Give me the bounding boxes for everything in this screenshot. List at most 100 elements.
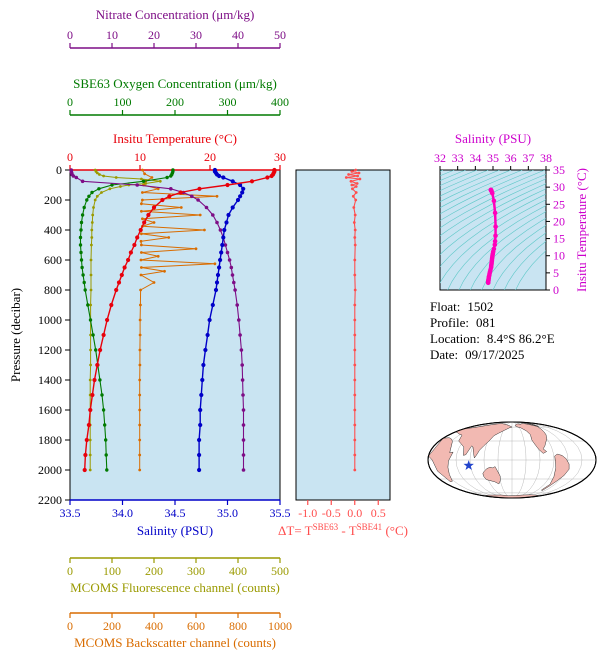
delta-t-title-sup1: SBE63	[313, 522, 339, 532]
oxygen-axis-title: SBE63 Oxygen Concentration (μm/kg)	[73, 76, 277, 91]
density-contour	[447, 205, 546, 290]
delta-t-title-sup2: SBE41	[357, 522, 383, 532]
float-location-star	[463, 460, 474, 470]
world-map	[427, 421, 597, 499]
pressure-tick-label: 1600	[38, 403, 62, 417]
ts-temperature-title: Insitu Temperature (°C)	[574, 168, 589, 292]
delta-t-plot-area	[295, 169, 391, 501]
fluorescence-tick-label: 300	[187, 564, 205, 578]
date-value: 09/17/2025	[465, 347, 524, 362]
pressure-tick-label: 1400	[38, 373, 62, 387]
backscatter-tick-label: 400	[145, 619, 163, 633]
delta-t-tick-label: 0.5	[371, 506, 386, 520]
date-label: Date:	[430, 347, 458, 362]
backscatter-tick-label: 1000	[268, 619, 292, 633]
density-contour	[440, 183, 546, 245]
pressure-tick-label: 0	[56, 163, 62, 177]
profile-value: 081	[476, 315, 496, 330]
ts-temperature-tick-label: 25	[553, 197, 565, 211]
ts-salinity-title: Salinity (PSU)	[455, 131, 531, 146]
backscatter-tick-label: 800	[229, 619, 247, 633]
temperature-axis-title: Insitu Temperature (°C)	[113, 131, 237, 146]
density-contour	[440, 170, 523, 209]
meridian-line	[511, 422, 569, 498]
density-contour	[440, 170, 500, 197]
density-contour	[440, 170, 545, 221]
fluorescence-tick-label: 0	[67, 564, 73, 578]
float-info-line-date: Date: 09/17/2025	[430, 347, 524, 362]
salinity-profile-markers	[197, 167, 246, 473]
meridian-line	[511, 422, 583, 498]
delta-t-tick-label: -0.5	[322, 506, 341, 520]
nitrate-tick-label: 10	[106, 28, 118, 42]
fluorescence-tick-label: 200	[145, 564, 163, 578]
backscatter-tick-label: 600	[187, 619, 205, 633]
density-contour	[440, 188, 546, 255]
float-info-line-location: Location: 8.4°S 86.2°E	[430, 331, 555, 346]
continent	[428, 437, 454, 483]
ts-temperature-tick-label: 15	[553, 232, 565, 246]
density-contour	[504, 240, 546, 290]
salinity-tick-label: 34.0	[112, 506, 133, 520]
ts-profile-markers	[485, 187, 498, 286]
ts-salinity-tick-label: 33	[452, 151, 464, 165]
temperature-tick-label: 30	[274, 150, 286, 164]
ts-temperature-tick-label: 20	[553, 214, 565, 228]
float-value: 1502	[467, 299, 493, 314]
pressure-tick-label: 800	[44, 283, 62, 297]
delta-t-plot: -1.0 -0.5 0.0 0.5	[295, 168, 391, 520]
float-label: Float:	[430, 299, 460, 314]
continent	[455, 423, 513, 459]
salinity-tick-label: 35.5	[270, 506, 291, 520]
continent	[514, 423, 548, 454]
density-contour	[440, 170, 489, 192]
fluorescence-tick-label: 500	[271, 564, 289, 578]
ts-salinity-tick-label: 35	[487, 151, 499, 165]
location-label: Location:	[430, 331, 480, 346]
ts-salinity-tick-label: 36	[505, 151, 517, 165]
density-contour	[515, 250, 546, 290]
density-contour	[440, 193, 546, 268]
salinity-tick-label: 33.5	[60, 506, 81, 520]
ts-temperature-tick-label: 35	[553, 163, 565, 177]
ts-salinity-tick-label: 32	[434, 151, 446, 165]
salinity-axis-title: Salinity (PSU)	[137, 523, 213, 538]
backscatter-profile-markers	[138, 168, 219, 472]
oxygen-tick-label: 400	[271, 95, 289, 109]
pressure-tick-label: 2000	[38, 463, 62, 477]
pressure-tick-label: 1000	[38, 313, 62, 327]
salinity-tick-label: 35.0	[217, 506, 238, 520]
pressure-tick-label: 400	[44, 223, 62, 237]
nitrate-axis-title: Nitrate Concentration (μm/kg)	[96, 7, 255, 22]
delta-t-title-part1: ΔT= T	[278, 523, 313, 538]
ts-diagram-plot: 32 33 34 35 36 37 38 0 5 10 15 20 25 30 35	[434, 151, 565, 297]
ts-salinity-tick-label: 38	[540, 151, 552, 165]
ts-temperature-tick-label: 30	[553, 180, 565, 194]
backscatter-tick-label: 0	[67, 619, 73, 633]
density-contour	[492, 232, 546, 290]
fluorescence-axis-title: MCOMS Fluorescence channel (counts)	[70, 580, 280, 595]
map-landmasses	[428, 422, 570, 498]
density-contour	[440, 199, 546, 284]
density-contour	[470, 217, 546, 290]
density-contour	[440, 170, 511, 203]
temperature-tick-label: 0	[67, 150, 73, 164]
oxygen-profile-markers	[78, 168, 175, 472]
temperature-tick-label: 10	[134, 150, 146, 164]
oxygen-tick-label: 200	[166, 95, 184, 109]
nitrate-tick-label: 50	[274, 28, 286, 42]
profile-label: Profile:	[430, 315, 469, 330]
float-info-line-profile: Profile: 081	[430, 315, 496, 330]
oxygen-tick-label: 100	[114, 95, 132, 109]
temperature-profile-markers	[82, 167, 277, 473]
continent	[482, 466, 501, 485]
pressure-tick-label: 600	[44, 253, 62, 267]
density-contour	[458, 211, 546, 290]
delta-t-tick-label: 0.0	[347, 506, 362, 520]
float-info: Float: 1502 Profile: 081 Location: 8.4°S 86…	[430, 299, 555, 362]
ts-contours	[440, 170, 546, 290]
ts-salinity-tick-label: 34	[469, 151, 481, 165]
ts-temperature-tick-label: 0	[553, 283, 559, 297]
